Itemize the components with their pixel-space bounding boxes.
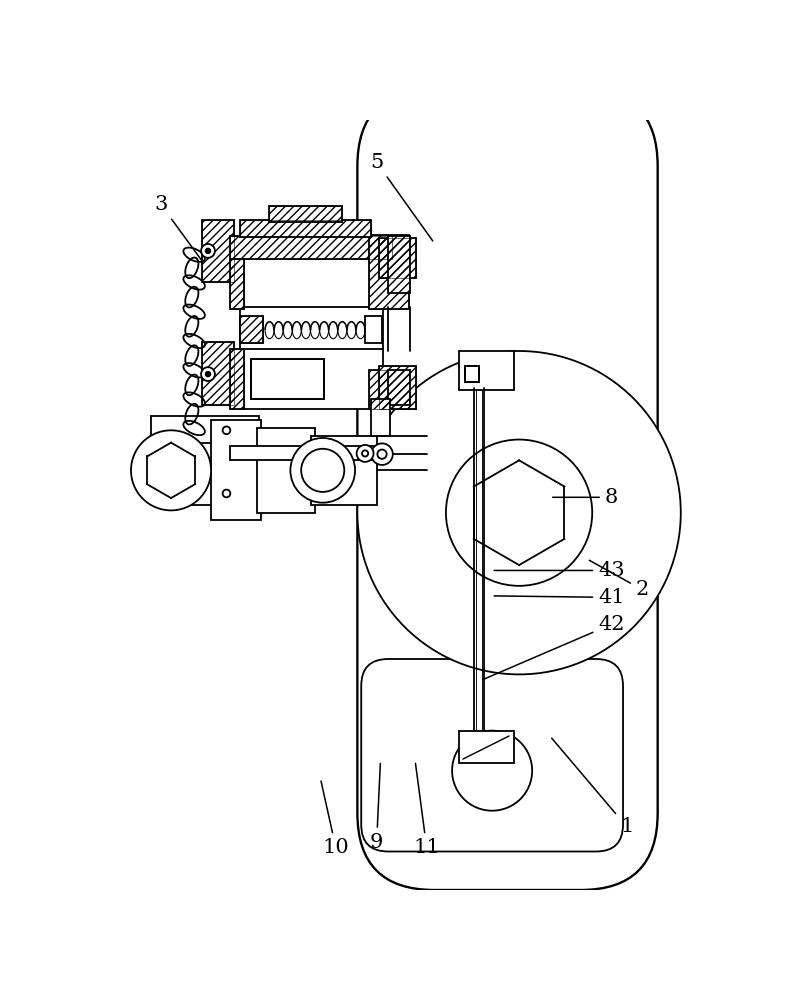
Bar: [369, 370, 409, 409]
Bar: [379, 238, 416, 278]
Circle shape: [446, 440, 592, 586]
Text: 9: 9: [370, 763, 383, 852]
Circle shape: [131, 430, 211, 510]
Bar: [230, 235, 392, 259]
Bar: [241, 220, 371, 237]
Text: 42: 42: [483, 615, 625, 679]
Bar: [369, 235, 409, 309]
Bar: [371, 399, 390, 436]
Bar: [202, 220, 234, 282]
Bar: [269, 206, 342, 222]
Text: 2: 2: [589, 560, 649, 599]
Bar: [241, 307, 383, 351]
Bar: [388, 370, 410, 405]
Bar: [230, 259, 244, 309]
Bar: [230, 235, 392, 259]
Circle shape: [362, 450, 369, 456]
Bar: [465, 366, 479, 382]
Text: 11: 11: [413, 763, 440, 857]
Bar: [241, 256, 383, 309]
Bar: [311, 436, 377, 505]
Bar: [379, 238, 416, 278]
Circle shape: [223, 426, 230, 434]
Bar: [459, 731, 514, 763]
Bar: [369, 235, 409, 309]
Circle shape: [371, 443, 393, 465]
Bar: [379, 366, 416, 409]
Bar: [230, 446, 381, 460]
Bar: [202, 342, 234, 405]
Text: 5: 5: [370, 153, 433, 241]
Bar: [379, 366, 416, 409]
Circle shape: [356, 445, 373, 462]
FancyBboxPatch shape: [357, 89, 658, 890]
Bar: [241, 316, 263, 343]
Bar: [230, 259, 244, 309]
Bar: [388, 235, 410, 293]
Text: 41: 41: [494, 588, 625, 607]
Circle shape: [201, 244, 215, 258]
Bar: [151, 416, 259, 443]
Circle shape: [377, 450, 386, 459]
Circle shape: [357, 351, 680, 674]
Circle shape: [201, 367, 215, 381]
Circle shape: [290, 438, 355, 503]
Bar: [459, 351, 514, 389]
Bar: [258, 428, 315, 513]
Circle shape: [223, 490, 230, 497]
Bar: [211, 420, 261, 520]
Bar: [369, 370, 409, 409]
Bar: [241, 220, 371, 237]
Circle shape: [206, 249, 211, 253]
Bar: [230, 349, 244, 409]
Circle shape: [206, 372, 211, 376]
Bar: [151, 478, 259, 505]
Bar: [269, 206, 342, 222]
Bar: [202, 220, 234, 282]
Bar: [365, 316, 382, 343]
Bar: [241, 316, 263, 343]
Text: 43: 43: [494, 561, 625, 580]
Text: 3: 3: [155, 195, 215, 279]
Bar: [230, 349, 244, 409]
Bar: [202, 342, 234, 405]
Bar: [241, 349, 383, 409]
Circle shape: [301, 449, 344, 492]
FancyBboxPatch shape: [361, 659, 623, 852]
Bar: [251, 359, 324, 399]
Text: 10: 10: [321, 781, 349, 857]
Circle shape: [452, 731, 532, 811]
Text: 8: 8: [552, 488, 618, 507]
Text: 1: 1: [552, 738, 633, 836]
